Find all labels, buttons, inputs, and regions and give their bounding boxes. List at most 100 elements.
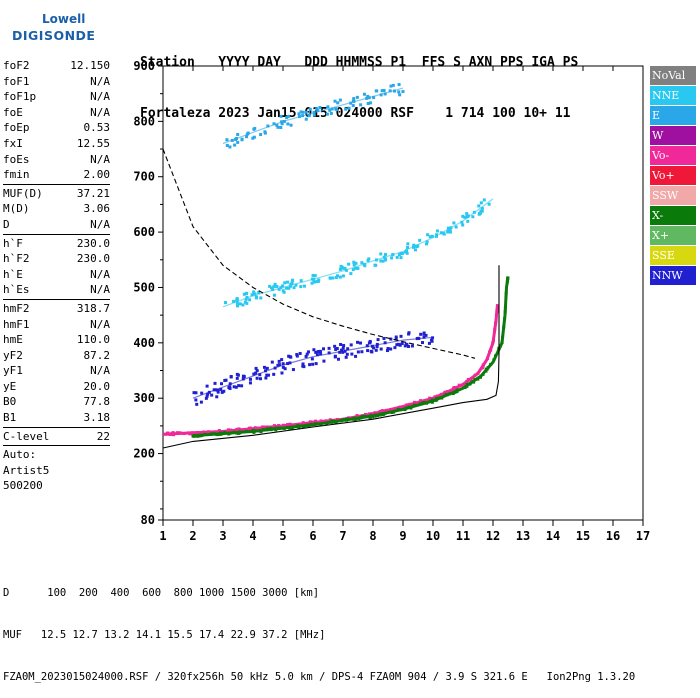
param-value: 230.0 [76, 236, 110, 250]
param-label: foF1 [3, 74, 30, 88]
param-label: foE [3, 105, 23, 119]
param-label: yF2 [3, 348, 23, 362]
echo-point [224, 301, 228, 305]
echo-point [379, 252, 383, 256]
echo-point [286, 280, 290, 284]
param-label: Artist5 [3, 463, 50, 477]
param-row: foE N/A [3, 105, 110, 121]
echo-point [388, 89, 392, 93]
echo-point [426, 233, 430, 237]
echo-point [422, 332, 426, 336]
echo-point [346, 347, 350, 351]
echo-point [310, 281, 314, 285]
param-row: h`Es N/A [3, 282, 110, 298]
echo-point [325, 112, 329, 116]
echo-point [272, 122, 276, 126]
echo-point [312, 113, 316, 117]
echo-point [248, 298, 252, 302]
param-value: N/A [90, 317, 110, 331]
echo-point [338, 98, 342, 102]
echo-point [383, 252, 387, 256]
echo-point [333, 344, 337, 348]
echo-point [394, 337, 398, 341]
echo-point [227, 386, 231, 390]
echo-point [283, 367, 287, 371]
echo-point [477, 204, 481, 208]
echo-point [264, 376, 268, 380]
echo-point [352, 263, 356, 267]
param-value: 3.18 [83, 411, 111, 425]
footer-info: D 100 200 400 600 800 1000 1500 3000 [km… [3, 558, 635, 698]
x-tick-label: 1 [159, 529, 166, 543]
echo-point [375, 345, 379, 349]
echo-point [265, 373, 269, 377]
echo-point [430, 234, 434, 238]
y-tick-label: 300 [133, 391, 155, 405]
echo-point [266, 124, 270, 128]
echo-point [289, 123, 293, 127]
x-tick-label: 17 [636, 529, 650, 543]
param-label: C-level [3, 429, 50, 443]
echo-point [205, 394, 209, 398]
trace-line [222, 198, 494, 308]
echo-point [461, 214, 465, 218]
x-tick-label: 4 [249, 529, 256, 543]
echo-point [284, 286, 288, 290]
param-value: N/A [90, 217, 110, 231]
echo-point [265, 366, 269, 370]
param-row: yF2 87.2 [3, 348, 110, 364]
echo-point [315, 353, 319, 357]
echo-point [253, 126, 257, 130]
echo-point [340, 265, 344, 269]
polarization-legend: NoVal NNE E W Vo- Vo+ SSW X- X+ SSE NNW [650, 66, 696, 286]
echo-point [241, 303, 245, 307]
echo-point [307, 114, 311, 118]
echo-point [244, 297, 248, 301]
echo-point [390, 256, 394, 260]
echo-point [383, 258, 387, 262]
echo-point [329, 111, 333, 115]
echo-point [341, 274, 345, 278]
echo-point [354, 266, 358, 270]
echo-point [307, 350, 311, 354]
echo-point [253, 292, 257, 296]
echo-point [215, 395, 219, 399]
param-label: foEp [3, 121, 30, 135]
echo-point [301, 362, 305, 366]
param-value: N/A [90, 90, 110, 104]
echo-point [406, 345, 410, 349]
echo-point [372, 346, 376, 350]
echo-point [259, 133, 263, 137]
echo-point [259, 296, 263, 300]
echo-point [446, 230, 450, 234]
param-row: D N/A [3, 217, 110, 233]
echo-point [295, 353, 299, 357]
echo-point [269, 286, 273, 290]
echo-point [354, 261, 358, 265]
echo-point [273, 282, 277, 286]
legend-item-e: E [650, 106, 696, 125]
ionogram-chart: 1 2 3 4 5 6 7 8 9 10 11 12 13 14 15 16 17802003004005006… [133, 59, 650, 543]
echo-point [336, 357, 340, 361]
echo-point [374, 348, 378, 352]
echo-point [299, 279, 303, 283]
echo-point [257, 291, 261, 295]
echo-point [419, 332, 423, 336]
echo-point [380, 89, 384, 93]
param-row: yF1 N/A [3, 363, 110, 379]
echo-point [251, 136, 255, 140]
param-label: D [3, 217, 10, 231]
legend-item-x: X- [650, 206, 696, 225]
param-label: hmF1 [3, 317, 30, 331]
echo-point [369, 101, 373, 105]
param-row: yE 20.0 [3, 379, 110, 395]
echo-point [280, 371, 284, 375]
echo-point [232, 385, 236, 389]
x-tick-label: 9 [399, 529, 406, 543]
echo-point [373, 263, 377, 267]
echo-point [435, 233, 439, 237]
echo-point [316, 279, 320, 283]
echo-point [389, 347, 393, 351]
echo-point [235, 301, 239, 305]
echo-point [311, 273, 315, 277]
